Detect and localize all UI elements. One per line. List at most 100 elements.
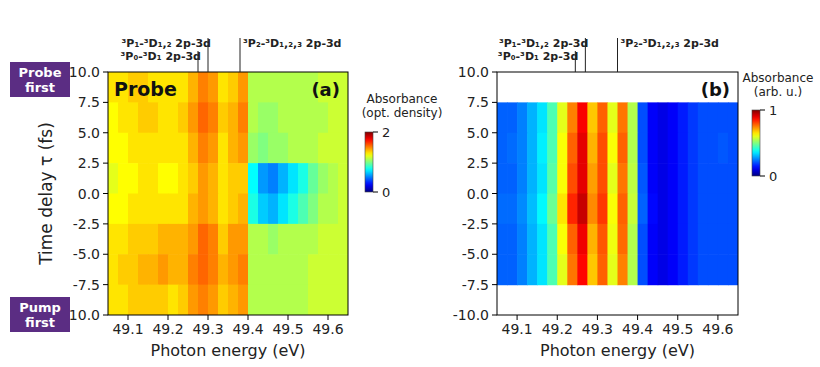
colorbar-tick bbox=[373, 192, 378, 193]
cell bbox=[648, 102, 659, 133]
cell bbox=[158, 194, 169, 225]
y-tick-label: 7.5 bbox=[78, 94, 100, 110]
cell bbox=[198, 72, 209, 103]
cell bbox=[527, 133, 538, 164]
cell bbox=[288, 102, 299, 133]
cell bbox=[308, 194, 319, 225]
cell bbox=[338, 133, 348, 164]
cell bbox=[328, 224, 339, 255]
cell bbox=[507, 224, 518, 255]
cell bbox=[658, 133, 669, 164]
cell bbox=[228, 102, 239, 133]
y-tick-label: 0.0 bbox=[467, 186, 489, 202]
cell bbox=[577, 163, 588, 194]
cell bbox=[628, 224, 639, 255]
side-label-box bbox=[10, 297, 70, 332]
x-tick bbox=[248, 315, 249, 320]
x-tick bbox=[328, 315, 329, 320]
cell bbox=[128, 285, 139, 315]
cell bbox=[138, 254, 149, 285]
cell bbox=[308, 285, 319, 315]
cell bbox=[618, 254, 629, 285]
cell bbox=[148, 285, 159, 315]
cell bbox=[158, 102, 169, 133]
cell bbox=[198, 102, 209, 133]
cell bbox=[658, 102, 669, 133]
cell bbox=[708, 133, 719, 164]
cell bbox=[698, 224, 709, 255]
cell bbox=[328, 163, 339, 194]
cell bbox=[557, 224, 568, 255]
y-tick bbox=[103, 102, 108, 103]
cell bbox=[678, 163, 689, 194]
cell bbox=[618, 163, 629, 194]
cell bbox=[648, 133, 659, 164]
x-tick-label: 49.3 bbox=[192, 321, 223, 337]
cell bbox=[258, 72, 269, 103]
cell bbox=[268, 102, 279, 133]
cell bbox=[208, 194, 219, 225]
y-tick-label: -7.5 bbox=[73, 277, 100, 293]
cell bbox=[258, 194, 269, 225]
cell bbox=[128, 163, 139, 194]
cell bbox=[537, 163, 548, 194]
cell bbox=[158, 254, 169, 285]
cell bbox=[587, 194, 598, 225]
cell bbox=[178, 224, 189, 255]
cell bbox=[128, 133, 139, 164]
cell bbox=[118, 254, 129, 285]
cell bbox=[708, 163, 719, 194]
x-tick bbox=[128, 315, 129, 320]
cell bbox=[688, 102, 699, 133]
cell bbox=[718, 102, 729, 133]
annotation-line bbox=[208, 38, 209, 72]
cell bbox=[148, 133, 159, 164]
cell bbox=[318, 285, 329, 315]
cell bbox=[728, 163, 738, 194]
cell bbox=[567, 163, 578, 194]
cell bbox=[238, 285, 249, 315]
cell bbox=[648, 194, 659, 225]
y-tick-label: -7.5 bbox=[462, 277, 489, 293]
cell bbox=[298, 285, 309, 315]
x-tick-label: 49.1 bbox=[501, 321, 532, 337]
cell bbox=[138, 224, 149, 255]
cell bbox=[718, 224, 729, 255]
cell bbox=[688, 194, 699, 225]
cell bbox=[188, 224, 199, 255]
cell bbox=[118, 224, 129, 255]
figure: 49.149.249.349.449.549.610.07.55.02.50.0… bbox=[0, 0, 820, 367]
cell bbox=[308, 133, 319, 164]
x-tick-label: 49.1 bbox=[112, 321, 143, 337]
cell bbox=[168, 254, 179, 285]
cell bbox=[268, 224, 279, 255]
cell bbox=[338, 163, 348, 194]
cell bbox=[688, 163, 699, 194]
cell bbox=[658, 224, 669, 255]
side-label-box bbox=[10, 62, 70, 97]
cell bbox=[328, 133, 339, 164]
cell bbox=[698, 163, 709, 194]
cell bbox=[718, 254, 729, 285]
cell bbox=[238, 254, 249, 285]
cell bbox=[497, 224, 508, 255]
cell bbox=[208, 133, 219, 164]
cell bbox=[318, 133, 329, 164]
y-tick bbox=[103, 163, 108, 164]
cell bbox=[248, 254, 259, 285]
plot-background bbox=[108, 72, 348, 315]
cell bbox=[618, 194, 629, 225]
annotation-line bbox=[240, 38, 241, 72]
cell bbox=[208, 285, 219, 315]
colorbar-tick-label: 0 bbox=[769, 169, 777, 184]
y-tick-label: 10.0 bbox=[69, 64, 100, 80]
cell bbox=[328, 102, 339, 133]
cell bbox=[238, 224, 249, 255]
side-label-line: Pump bbox=[19, 300, 61, 315]
cell bbox=[678, 133, 689, 164]
cell bbox=[668, 102, 679, 133]
cell bbox=[228, 285, 239, 315]
cell bbox=[658, 194, 669, 225]
cell bbox=[248, 133, 259, 164]
cell bbox=[198, 254, 209, 285]
